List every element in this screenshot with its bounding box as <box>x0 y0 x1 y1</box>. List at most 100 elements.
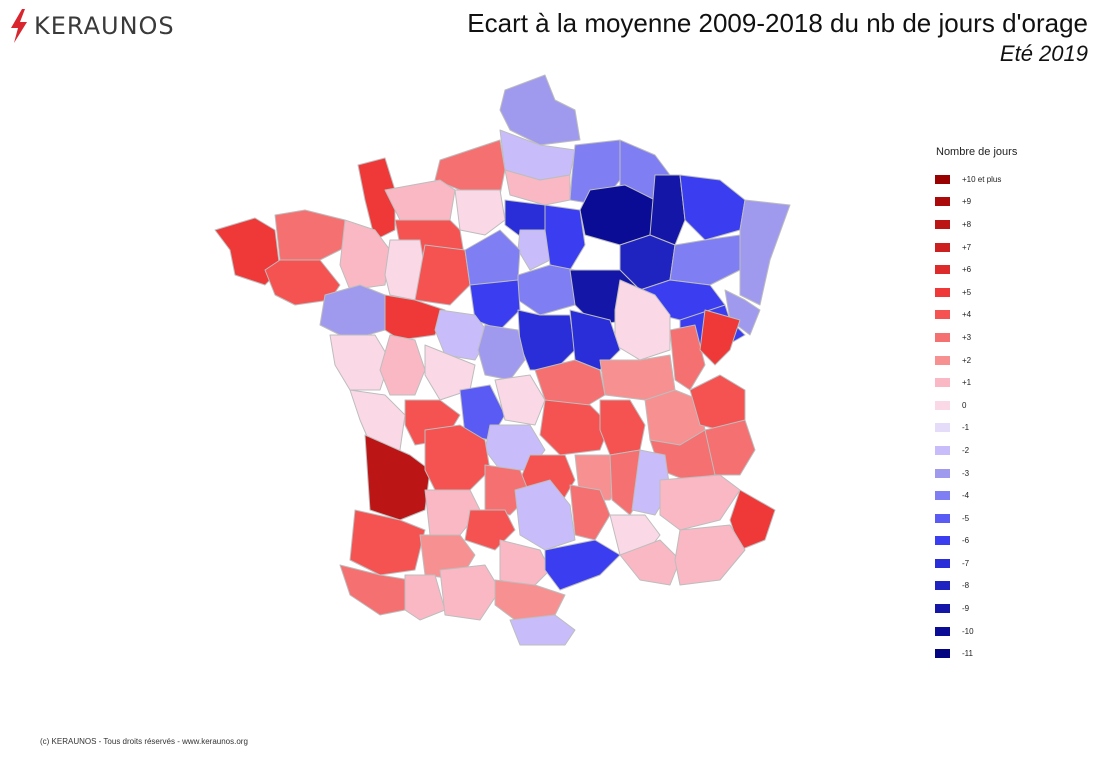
region-puy-de-dome <box>539 399 611 456</box>
legend-label: +7 <box>962 242 972 252</box>
legend-item: 0 <box>932 394 1082 417</box>
legend-swatch <box>935 604 950 614</box>
legend-label: -5 <box>962 513 970 523</box>
legend-label: +9 <box>962 197 972 207</box>
region-loire-atlantique <box>319 284 386 341</box>
legend-swatch <box>935 581 950 591</box>
legend-item: +6 <box>932 258 1082 281</box>
legend-item: -1 <box>932 417 1082 440</box>
legend-item: -3 <box>932 462 1082 485</box>
region-alpes-maritimes <box>729 489 776 551</box>
legend-swatch <box>935 626 950 636</box>
legend-item: +9 <box>932 191 1082 214</box>
legend-item: +3 <box>932 326 1082 349</box>
legend-label: +1 <box>962 378 972 388</box>
legend-item: -10 <box>932 620 1082 643</box>
region-haute-garonne <box>439 564 501 621</box>
region-deux-sevres <box>379 334 426 396</box>
region-tarn <box>499 539 551 591</box>
legend-swatch <box>935 310 950 320</box>
region-eure <box>454 189 506 236</box>
legend-label: +4 <box>962 310 972 320</box>
region-cotes-armor <box>274 209 351 261</box>
legend-swatch <box>935 332 950 342</box>
legend-item: +1 <box>932 371 1082 394</box>
legend-swatch <box>935 445 950 455</box>
region-nord <box>499 74 581 146</box>
legend-label: -6 <box>962 536 970 546</box>
legend-item: +7 <box>932 236 1082 259</box>
region-hautes-pyrenees <box>404 574 446 621</box>
map-subtitle: Eté 2019 <box>999 41 1088 66</box>
region-loiret <box>517 264 576 316</box>
legend-label: -9 <box>962 604 970 614</box>
region-alpes-hte-provence <box>659 474 741 531</box>
legend-label: +3 <box>962 332 972 342</box>
legend-item: -11 <box>932 642 1082 665</box>
region-yvelines <box>517 229 551 271</box>
legend-label: +10 et plus <box>962 174 1002 184</box>
legend-label: -3 <box>962 468 970 478</box>
region-tarn-et-garonne <box>464 509 516 551</box>
region-gironde <box>364 434 431 521</box>
legend-swatch <box>935 219 950 229</box>
region-maine-et-loire <box>384 294 446 341</box>
legend-swatch <box>935 423 950 433</box>
region-jura <box>669 324 706 391</box>
legend-label: -7 <box>962 558 970 568</box>
legend-swatch <box>935 355 950 365</box>
legend-label: 0 <box>962 400 967 410</box>
region-vosges <box>669 234 741 286</box>
legend-item: -5 <box>932 507 1082 530</box>
legend-swatch <box>935 174 950 184</box>
france-map-svg <box>214 74 886 701</box>
legend-item: +10 et plus <box>932 168 1082 191</box>
region-oise <box>504 169 571 206</box>
legend-item: +8 <box>932 213 1082 236</box>
legend: Nombre de jours +10 et plus +9 +8 +7 +6 +5 +4 +… <box>932 146 1082 665</box>
legend-swatch <box>935 287 950 297</box>
region-calvados <box>384 179 456 221</box>
legend-items: +10 et plus +9 +8 +7 +6 +5 +4 +3 +2 +1 0 -1 -2 -3 -4 -5… <box>932 168 1082 665</box>
region-loire <box>599 399 646 456</box>
legend-swatch <box>935 265 950 275</box>
legend-swatch <box>935 378 950 388</box>
legend-swatch <box>935 513 950 523</box>
region-landes <box>349 509 426 576</box>
legend-label: -2 <box>962 445 970 455</box>
region-haute-savoie <box>699 309 741 366</box>
region-gard-herault <box>544 539 621 591</box>
legend-label: +5 <box>962 287 972 297</box>
region-lozere <box>569 484 611 541</box>
region-vendee <box>329 334 391 391</box>
legend-label: +2 <box>962 355 972 365</box>
region-hautes-alpes <box>704 419 756 476</box>
france-choropleth-map <box>200 70 886 710</box>
legend-swatch <box>935 491 950 501</box>
region-seine-et-marne <box>544 204 586 271</box>
region-creuse <box>494 374 546 426</box>
brand-name: KERAUNOS <box>34 12 175 40</box>
lightning-icon <box>11 9 27 43</box>
region-cher <box>517 309 576 371</box>
legend-item: -9 <box>932 597 1082 620</box>
legend-swatch <box>935 197 950 207</box>
region-aveyron <box>514 479 576 551</box>
region-belfort <box>724 289 761 336</box>
keraunos-logo: KERAUNOS <box>8 8 218 44</box>
map-title: Ecart à la moyenne 2009-2018 du nb de jo… <box>467 8 1088 38</box>
legend-item: -6 <box>932 530 1082 553</box>
map-title-block: Ecart à la moyenne 2009-2018 du nb de jo… <box>467 8 1088 67</box>
legend-swatch <box>935 468 950 478</box>
legend-swatch <box>935 400 950 410</box>
legend-label: +6 <box>962 265 972 275</box>
legend-item: +5 <box>932 281 1082 304</box>
region-moselle <box>679 174 746 241</box>
region-sarthe <box>414 244 471 306</box>
region-loir-et-cher <box>469 279 521 331</box>
legend-title: Nombre de jours <box>936 146 1018 158</box>
region-var <box>674 524 746 586</box>
region-manche <box>357 157 396 241</box>
legend-swatch <box>935 649 950 659</box>
legend-item: -7 <box>932 552 1082 575</box>
